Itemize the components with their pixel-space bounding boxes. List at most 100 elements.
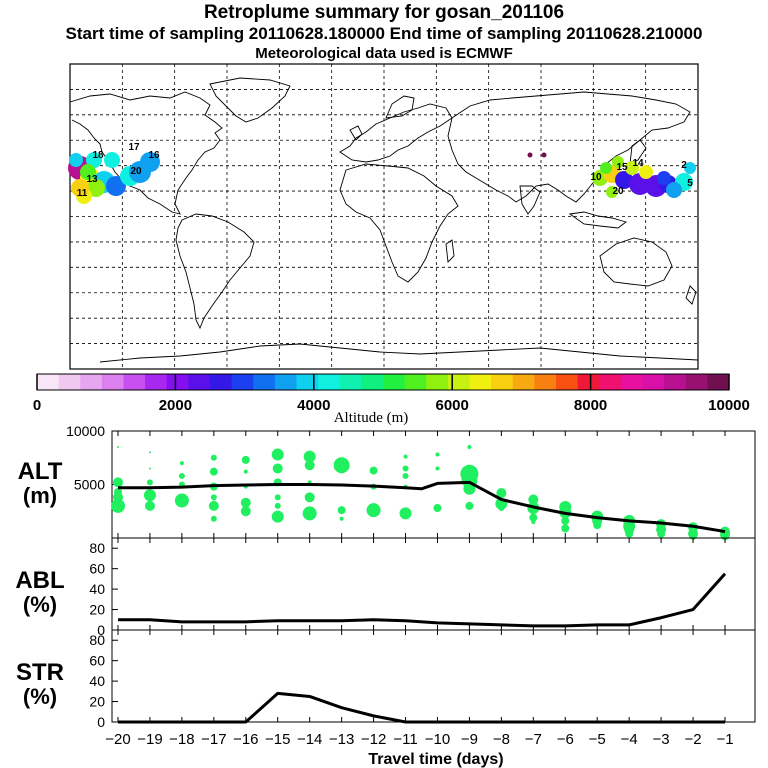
altitude-point	[210, 515, 217, 522]
altitude-point	[561, 524, 570, 533]
altitude-point	[528, 494, 539, 505]
altitude-point	[402, 465, 409, 472]
x-tick-label: −14	[297, 731, 322, 748]
altitude-point	[208, 500, 219, 511]
colorbar-swatch	[296, 374, 319, 390]
plume-blob	[140, 152, 160, 172]
plume-cluster-west: 17 16 18 20 13 11	[68, 142, 160, 204]
map-graticule	[70, 64, 698, 369]
sampling-time-subtitle: Start time of sampling 20110628.180000 E…	[65, 24, 703, 43]
colorbar-swatch	[361, 374, 384, 390]
altitude-point	[402, 472, 409, 479]
colorbar-swatch	[404, 374, 427, 390]
colorbar-swatch	[231, 374, 254, 390]
x-tick-label: −5	[589, 731, 606, 748]
colorbar-swatch	[707, 374, 730, 390]
y-tick-label: 80	[89, 632, 105, 648]
x-tick-label: −18	[169, 731, 194, 748]
indonesia-coast	[568, 211, 627, 229]
altitude-point	[210, 494, 217, 501]
altitude-point	[146, 479, 153, 486]
x-tick-label: −1	[716, 731, 733, 748]
colorbar-swatch	[664, 374, 687, 390]
series-line	[118, 572, 727, 628]
altitude-point	[148, 467, 151, 470]
y-tick-label: 20	[89, 602, 105, 618]
x-tick-label: −12	[361, 731, 386, 748]
altitude-point	[271, 510, 284, 523]
x-tick-label: −20	[105, 731, 130, 748]
japan-coast	[629, 139, 647, 165]
altitude-point	[625, 529, 634, 538]
altitude-point	[435, 466, 440, 471]
x-tick-label: −13	[329, 731, 354, 748]
colorbar-swatch	[318, 374, 341, 390]
panel-unit-label: (%)	[23, 684, 57, 709]
plume-blob	[87, 179, 105, 197]
colorbar-tick-label: 0	[33, 397, 41, 414]
plume-day-label: 13	[86, 174, 98, 185]
panel-frame	[111, 629, 756, 723]
x-tick-label: −16	[233, 731, 258, 748]
colorbar-swatch	[101, 374, 124, 390]
series-line	[118, 480, 726, 534]
colorbar-swatch	[534, 374, 557, 390]
altitude-point	[302, 506, 317, 521]
antarctica-coast	[99, 343, 699, 363]
x-tick-label: −3	[653, 731, 670, 748]
x-axis: −20 −19 −18 −17 −16 −15 −14 −13 −12 −11 −10 −9 −8 −7−…	[105, 731, 733, 768]
y-tick-label: 40	[89, 673, 105, 689]
altitude-point	[303, 450, 316, 463]
plume-blob	[71, 179, 89, 197]
panel-alt: ALT(m) 5000 10000	[18, 423, 756, 541]
x-tick-label: −9	[461, 731, 478, 748]
colorbar-swatch	[599, 374, 622, 390]
colorbar-tick-label: 8000	[574, 397, 607, 414]
madagascar-coast	[445, 239, 455, 263]
y-tick-label: 5000	[74, 477, 105, 493]
altitude-point	[403, 454, 408, 459]
altitude-point	[243, 469, 248, 474]
plume-day-label: 11	[77, 188, 88, 199]
colorbar-swatch	[512, 374, 535, 390]
altitude-point	[209, 467, 218, 476]
colorbar-tick-label: 4000	[297, 397, 330, 414]
colorbar-tick-labels: 0 2000 4000 6000 8000 10000	[33, 374, 750, 414]
altitude-point	[467, 445, 472, 450]
altitude-point	[240, 497, 251, 508]
plume-blob	[606, 186, 618, 198]
plume-blob	[625, 161, 639, 175]
x-tick-label: −4	[621, 731, 638, 748]
colorbar-swatch	[37, 374, 60, 390]
plume-day-label: 20	[612, 186, 624, 197]
colorbar-swatch	[58, 374, 81, 390]
altitude-point	[272, 463, 283, 474]
x-tick-label: −7	[525, 731, 542, 748]
colorbar-swatch	[426, 374, 449, 390]
panel-unit-label: (m)	[23, 483, 57, 508]
colorbar-swatch	[145, 374, 168, 390]
plume-blob	[80, 164, 96, 180]
x-tick-label: −11	[393, 731, 417, 748]
plume-day-label: 5	[687, 178, 693, 189]
altitude-point	[531, 519, 536, 524]
colorbar-swatch	[491, 374, 514, 390]
plume-day-label: 2	[681, 160, 687, 171]
chart-title: Retroplume summary for gosan_201106	[203, 2, 565, 23]
x-tick-label: −17	[201, 731, 226, 748]
altitude-point	[463, 482, 476, 495]
plume-day-label: 20	[130, 166, 142, 177]
y-tick-label: 20	[89, 694, 105, 710]
altitude-point	[210, 454, 217, 461]
altitude-point	[366, 503, 381, 518]
altitude-point	[113, 477, 123, 488]
altitude-point	[498, 505, 505, 512]
colorbar-swatch	[685, 374, 708, 390]
altitude-point	[561, 516, 570, 525]
australia-coast	[599, 237, 673, 287]
plume-cluster-east: 15 14 10 20 52	[590, 156, 696, 198]
altitude-point	[496, 488, 507, 499]
plume-day-label: 15	[616, 162, 628, 173]
altitude-point	[241, 455, 250, 464]
altitude-point	[304, 492, 315, 503]
